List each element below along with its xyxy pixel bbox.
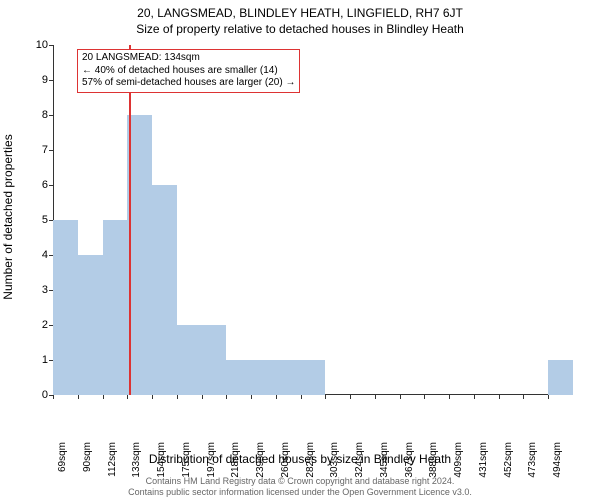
x-tick-mark bbox=[53, 395, 54, 399]
x-tick-mark bbox=[103, 395, 104, 399]
y-tick-label: 9 bbox=[8, 74, 48, 86]
chart-plot-area bbox=[53, 45, 573, 395]
y-tick-mark bbox=[49, 185, 53, 186]
annotation-line3: 57% of semi-detached houses are larger (… bbox=[82, 77, 295, 90]
x-tick-mark bbox=[127, 395, 128, 399]
y-tick-mark bbox=[49, 45, 53, 46]
x-tick-mark bbox=[152, 395, 153, 399]
y-tick-mark bbox=[49, 290, 53, 291]
annotation-line2: ← 40% of detached houses are smaller (14… bbox=[82, 65, 295, 78]
y-tick-mark bbox=[49, 360, 53, 361]
x-tick-mark bbox=[400, 395, 401, 399]
y-tick-label: 10 bbox=[8, 39, 48, 51]
y-tick-label: 8 bbox=[8, 109, 48, 121]
histogram-bar bbox=[152, 185, 177, 395]
y-tick-label: 7 bbox=[8, 144, 48, 156]
y-tick-label: 3 bbox=[8, 284, 48, 296]
histogram-bar bbox=[202, 325, 227, 395]
x-tick-mark bbox=[78, 395, 79, 399]
footer-line1: Contains HM Land Registry data © Crown c… bbox=[0, 476, 600, 487]
y-tick-label: 0 bbox=[8, 389, 48, 401]
x-tick-label: 112sqm bbox=[107, 442, 118, 477]
x-tick-label: 239sqm bbox=[255, 442, 266, 478]
y-tick-label: 4 bbox=[8, 249, 48, 261]
histogram-bar bbox=[177, 325, 202, 395]
histogram-bar bbox=[226, 360, 251, 395]
x-tick-label: 303sqm bbox=[329, 442, 340, 478]
x-tick-mark bbox=[474, 395, 475, 399]
y-tick-label: 5 bbox=[8, 214, 48, 226]
subject-marker-line bbox=[129, 45, 131, 395]
x-tick-mark bbox=[276, 395, 277, 399]
x-tick-label: 69sqm bbox=[57, 442, 68, 472]
footer-line2: Contains public sector information licen… bbox=[0, 487, 600, 498]
x-tick-mark bbox=[449, 395, 450, 399]
x-tick-label: 218sqm bbox=[230, 442, 241, 478]
x-tick-label: 452sqm bbox=[503, 442, 514, 478]
y-tick-mark bbox=[49, 255, 53, 256]
y-tick-mark bbox=[49, 115, 53, 116]
y-tick-label: 2 bbox=[8, 319, 48, 331]
x-tick-label: 494sqm bbox=[552, 442, 563, 478]
x-tick-mark bbox=[350, 395, 351, 399]
x-tick-mark bbox=[548, 395, 549, 399]
footer-attribution: Contains HM Land Registry data © Crown c… bbox=[0, 476, 600, 498]
x-tick-label: 367sqm bbox=[404, 442, 415, 478]
histogram-bar bbox=[548, 360, 573, 395]
x-tick-label: 282sqm bbox=[305, 442, 316, 478]
x-tick-label: 345sqm bbox=[379, 442, 390, 478]
x-tick-mark bbox=[523, 395, 524, 399]
x-tick-label: 175sqm bbox=[181, 442, 192, 478]
y-tick-label: 1 bbox=[8, 354, 48, 366]
y-tick-mark bbox=[49, 220, 53, 221]
x-tick-label: 197sqm bbox=[206, 442, 217, 478]
x-tick-mark bbox=[226, 395, 227, 399]
histogram-bar bbox=[78, 255, 103, 395]
x-tick-mark bbox=[375, 395, 376, 399]
x-tick-mark bbox=[325, 395, 326, 399]
histogram-bar bbox=[251, 360, 276, 395]
x-tick-mark bbox=[301, 395, 302, 399]
x-tick-label: 133sqm bbox=[131, 442, 142, 478]
histogram-bar bbox=[127, 115, 152, 395]
histogram-bar bbox=[276, 360, 301, 395]
histogram-bar bbox=[103, 220, 128, 395]
annotation-box: 20 LANGSMEAD: 134sqm← 40% of detached ho… bbox=[77, 49, 300, 93]
x-tick-label: 260sqm bbox=[280, 442, 291, 478]
histogram-bar bbox=[301, 360, 326, 395]
x-tick-label: 324sqm bbox=[354, 442, 365, 478]
histogram-bar bbox=[53, 220, 78, 395]
x-tick-mark bbox=[202, 395, 203, 399]
x-tick-mark bbox=[424, 395, 425, 399]
x-tick-label: 90sqm bbox=[82, 442, 93, 472]
x-tick-mark bbox=[499, 395, 500, 399]
x-tick-label: 388sqm bbox=[428, 442, 439, 478]
y-tick-label: 6 bbox=[8, 179, 48, 191]
x-tick-label: 154sqm bbox=[156, 442, 167, 478]
y-tick-mark bbox=[49, 80, 53, 81]
x-tick-label: 409sqm bbox=[453, 442, 464, 478]
annotation-line1: 20 LANGSMEAD: 134sqm bbox=[82, 52, 295, 65]
chart-title-line2: Size of property relative to detached ho… bbox=[0, 22, 600, 36]
x-tick-mark bbox=[177, 395, 178, 399]
x-tick-label: 431sqm bbox=[478, 442, 489, 478]
chart-title-line1: 20, LANGSMEAD, BLINDLEY HEATH, LINGFIELD… bbox=[0, 6, 600, 20]
y-tick-mark bbox=[49, 325, 53, 326]
x-tick-label: 473sqm bbox=[527, 442, 538, 478]
y-tick-mark bbox=[49, 150, 53, 151]
x-tick-mark bbox=[251, 395, 252, 399]
